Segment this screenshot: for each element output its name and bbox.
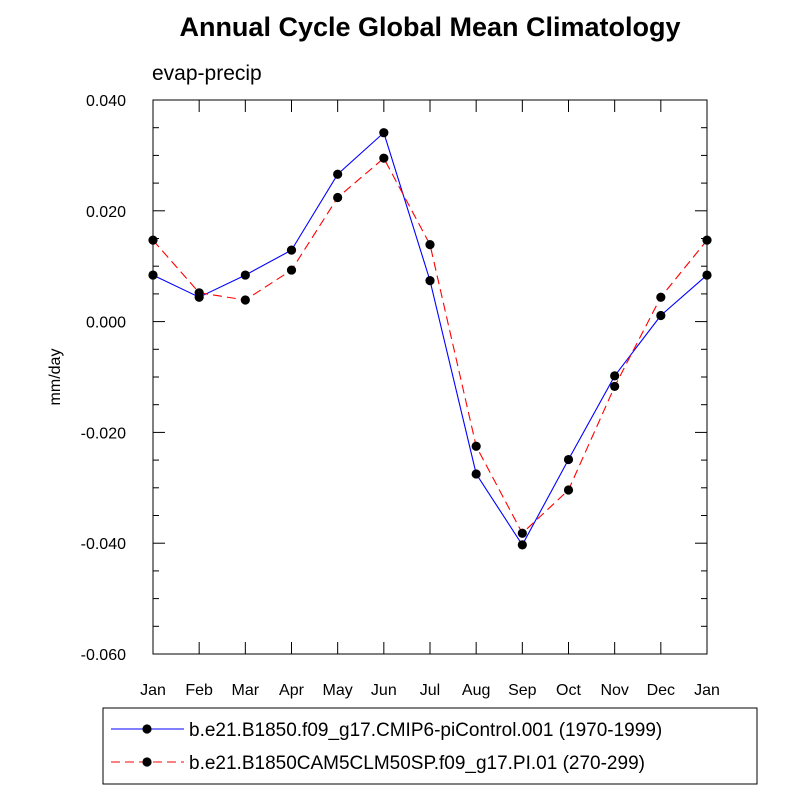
data-point [194, 288, 204, 298]
data-point [517, 540, 527, 550]
data-point [286, 265, 297, 275]
legend-marker-1 [142, 724, 152, 734]
series-1 [148, 128, 712, 550]
data-point [610, 371, 620, 381]
axis-ticks: -0.060 -0.040 -0.020 0.000 0.020 0.040 Jan Feb M… [81, 93, 720, 699]
y-tick-label: 0.020 [86, 204, 126, 221]
legend-label-2: b.e21.B1850CAM5CLM50SP.f09_g17.PI.01 (27… [189, 753, 645, 774]
series-line [152, 157, 708, 535]
y-tick-label: -0.040 [81, 536, 126, 553]
series-line [152, 131, 708, 546]
data-point [610, 381, 620, 392]
legend-box [102, 707, 758, 785]
data-point [471, 441, 481, 451]
series-2 [148, 153, 712, 538]
series-layer [148, 128, 712, 550]
x-tick-label: Mar [232, 682, 260, 699]
data-point [148, 235, 158, 245]
x-tick-label: May [323, 682, 353, 699]
y-axis-label: mm/day [47, 349, 64, 406]
x-tick-label: Oct [556, 682, 581, 699]
data-point [240, 295, 250, 305]
x-tick-label: Jun [371, 682, 397, 699]
data-point [379, 153, 389, 163]
x-tick-label: Aug [462, 682, 490, 699]
x-tick-label: Nov [600, 682, 628, 699]
data-point [517, 528, 527, 538]
x-tick-label: Jan [694, 682, 720, 699]
x-tick-label: Sep [508, 682, 537, 699]
legend-label-1: b.e21.B1850.f09_g17.CMIP6-piControl.001 … [189, 720, 662, 741]
data-point [379, 128, 389, 138]
data-point [563, 485, 574, 495]
chart-title: Annual Cycle Global Mean Climatology [179, 12, 680, 42]
x-tick-label: Apr [279, 682, 305, 699]
x-tick-label: Jan [140, 682, 166, 699]
y-tick-label: -0.060 [81, 647, 126, 664]
legend-marker-2 [142, 757, 152, 767]
y-tick-label: 0.040 [86, 93, 126, 110]
data-point [702, 235, 712, 245]
y-tick-label: 0.000 [86, 315, 126, 332]
legend: b.e21.B1850.f09_g17.CMIP6-piControl.001 … [102, 707, 758, 785]
data-point [656, 292, 666, 302]
data-point [702, 270, 712, 280]
data-point [425, 276, 435, 286]
data-point [563, 454, 574, 465]
data-point [425, 239, 435, 250]
data-point [333, 192, 343, 203]
x-tick-label: Dec [647, 682, 675, 699]
y-tick-label: -0.020 [81, 425, 126, 442]
data-point [148, 270, 158, 280]
x-tick-label: Feb [185, 682, 213, 699]
chart-subtitle: evap-precip [152, 62, 262, 85]
plot-frame [152, 99, 708, 655]
data-point [286, 245, 297, 255]
data-point [240, 270, 250, 280]
data-point [333, 169, 343, 179]
data-point [656, 310, 666, 321]
x-tick-label: Jul [420, 682, 440, 699]
data-point [471, 469, 481, 479]
